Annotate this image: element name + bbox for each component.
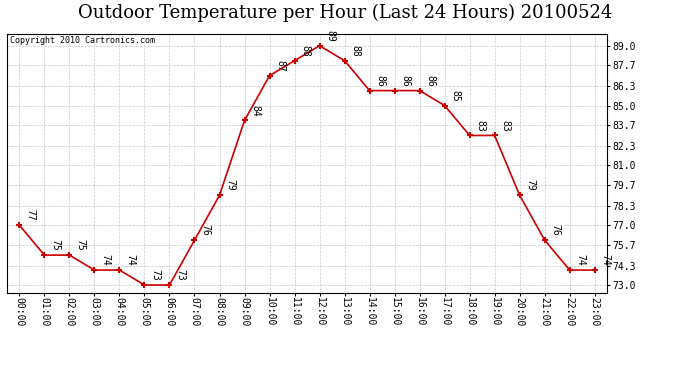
Text: 74: 74 <box>600 254 610 266</box>
Text: 86: 86 <box>400 75 410 86</box>
Text: 75: 75 <box>50 239 60 251</box>
Text: 77: 77 <box>25 209 35 221</box>
Text: 74: 74 <box>575 254 585 266</box>
Text: 74: 74 <box>125 254 135 266</box>
Text: 83: 83 <box>500 120 510 131</box>
Text: 89: 89 <box>325 30 335 42</box>
Text: 79: 79 <box>225 179 235 191</box>
Text: 79: 79 <box>525 179 535 191</box>
Text: 76: 76 <box>200 224 210 236</box>
Text: Copyright 2010 Cartronics.com: Copyright 2010 Cartronics.com <box>10 36 155 45</box>
Text: 73: 73 <box>175 269 185 281</box>
Text: 88: 88 <box>350 45 360 57</box>
Text: 87: 87 <box>275 60 285 72</box>
Text: Outdoor Temperature per Hour (Last 24 Hours) 20100524: Outdoor Temperature per Hour (Last 24 Ho… <box>78 4 612 22</box>
Text: 88: 88 <box>300 45 310 57</box>
Text: 83: 83 <box>475 120 485 131</box>
Text: 75: 75 <box>75 239 85 251</box>
Text: 74: 74 <box>100 254 110 266</box>
Text: 73: 73 <box>150 269 160 281</box>
Text: 85: 85 <box>450 90 460 101</box>
Text: 84: 84 <box>250 105 260 116</box>
Text: 86: 86 <box>375 75 385 86</box>
Text: 86: 86 <box>425 75 435 86</box>
Text: 76: 76 <box>550 224 560 236</box>
